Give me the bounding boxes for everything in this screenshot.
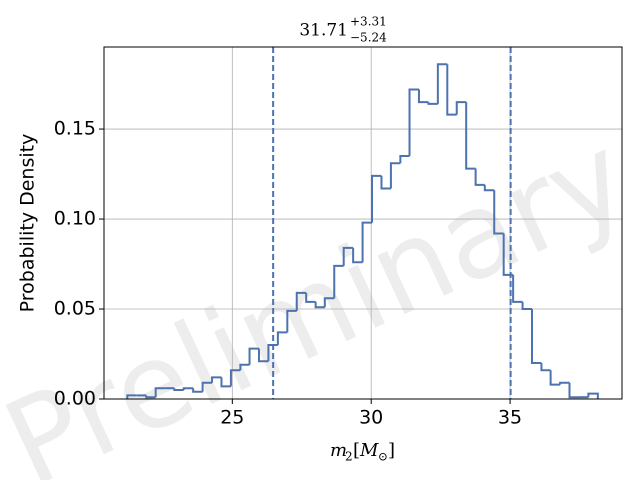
histogram-step xyxy=(248,347,259,365)
title: 31.71 +3.31 −5.24 xyxy=(299,15,387,45)
title-sup: +3.31 xyxy=(350,15,387,29)
watermark: Preliminary xyxy=(0,107,640,480)
x-label-base: m xyxy=(330,440,347,461)
histogram-step xyxy=(380,175,391,190)
histogram-step xyxy=(342,246,354,266)
histogram-step xyxy=(352,247,363,264)
histogram-step xyxy=(568,382,579,399)
histogram-step xyxy=(305,292,316,303)
histogram-step xyxy=(371,174,382,223)
histogram-step xyxy=(173,388,184,392)
x-tick-label: 35 xyxy=(498,407,522,429)
histogram-step xyxy=(455,101,467,115)
y-tick-label: 0.15 xyxy=(54,118,96,140)
histogram-step xyxy=(286,309,297,333)
histogram-step xyxy=(295,291,307,311)
histogram-step xyxy=(257,348,269,363)
histogram-step xyxy=(314,301,325,309)
histogram-step xyxy=(493,190,504,235)
x-label-sub: 2 xyxy=(345,450,353,464)
title-value: 31.71 xyxy=(299,21,348,41)
y-axis-label: Probability Density xyxy=(17,134,39,313)
histogram-step xyxy=(201,381,213,392)
histogram-step xyxy=(587,392,599,399)
histogram-step xyxy=(361,221,373,263)
histogram-step xyxy=(126,394,137,399)
histogram-step xyxy=(154,387,166,398)
x-label-unit: M xyxy=(359,440,379,461)
y-tick-label: 0.05 xyxy=(54,298,96,320)
histogram-step xyxy=(267,344,278,362)
x-label-close: ] xyxy=(388,440,395,461)
histogram-step xyxy=(436,63,448,104)
plot-frame xyxy=(103,46,623,400)
x-tick-label: 25 xyxy=(220,407,244,429)
histogram-step xyxy=(531,309,542,365)
histogram-step xyxy=(192,388,203,393)
histogram-step xyxy=(323,297,335,308)
histogram-step xyxy=(145,395,156,399)
histogram-step xyxy=(446,64,457,116)
histogram-step xyxy=(417,89,429,104)
histogram-step xyxy=(559,381,570,385)
histogram-step xyxy=(220,377,231,388)
x-tick-label: 30 xyxy=(359,407,383,429)
histogram-step xyxy=(408,88,419,157)
histogram-step xyxy=(399,155,410,164)
histogram-step xyxy=(540,363,551,372)
histogram-step xyxy=(427,102,438,105)
histogram-step xyxy=(333,264,344,299)
histogram-step xyxy=(229,369,241,387)
x-label-unit-sub: ⊙ xyxy=(378,450,388,464)
histogram-step xyxy=(474,168,485,186)
y-tick-label: 0.10 xyxy=(54,208,96,230)
histogram-step xyxy=(549,370,561,386)
histogram-step xyxy=(211,376,222,383)
histogram-step xyxy=(239,363,250,371)
histogram-step xyxy=(465,102,476,170)
x-axis-label: m 2 [ M ⊙ ] xyxy=(330,440,395,464)
title-sub: −5.24 xyxy=(350,31,387,45)
histogram-step xyxy=(182,387,194,391)
histogram-step xyxy=(521,301,533,311)
histogram-step xyxy=(483,184,495,192)
y-tick-label: 0.00 xyxy=(54,388,96,410)
histogram-step xyxy=(389,162,401,189)
x-label-open: [ xyxy=(353,440,360,461)
histogram-step xyxy=(276,331,288,346)
histogram-step xyxy=(512,274,523,303)
